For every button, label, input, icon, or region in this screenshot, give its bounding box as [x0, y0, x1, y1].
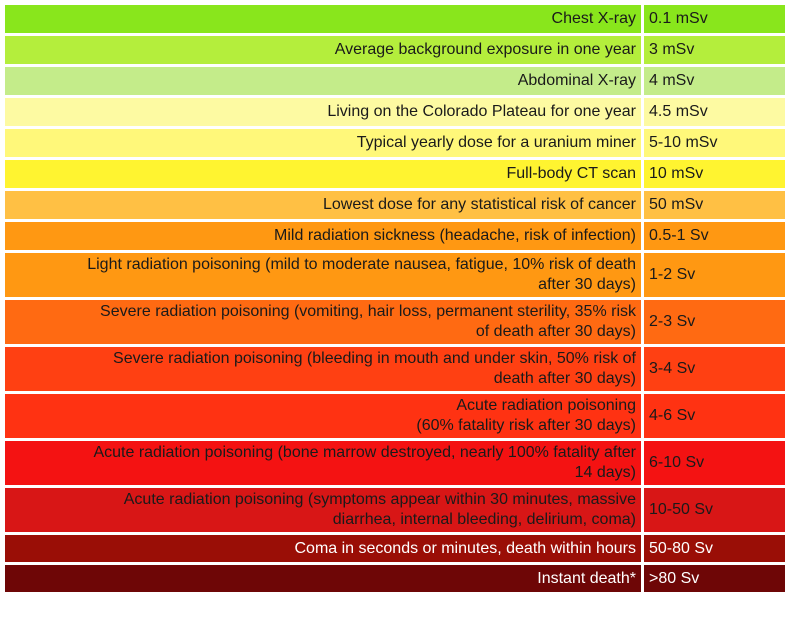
table-row: Living on the Colorado Plateau for one y… — [5, 98, 785, 126]
effect-cell: Lowest dose for any statistical risk of … — [5, 191, 641, 219]
table-row: Full-body CT scan 10 mSv — [5, 160, 785, 188]
table-row: Typical yearly dose for a uranium miner … — [5, 129, 785, 157]
dose-cell: 0.1 mSv — [644, 5, 785, 33]
effect-cell: Chest X-ray — [5, 5, 641, 33]
table-row: Acute radiation poisoning (bone marrow d… — [5, 441, 785, 485]
table-row: Light radiation poisoning (mild to moder… — [5, 253, 785, 297]
effect-text: Severe radiation poisoning (bleeding in … — [113, 350, 636, 387]
dose-text: 2-3 Sv — [649, 313, 696, 330]
dose-cell: 5-10 mSv — [644, 129, 785, 157]
table-row: Lowest dose for any statistical risk of … — [5, 191, 785, 219]
effect-cell: Typical yearly dose for a uranium miner — [5, 129, 641, 157]
dose-text: 0.5-1 Sv — [649, 227, 709, 244]
dose-cell: 2-3 Sv — [644, 300, 785, 344]
effect-text: Light radiation poisoning (mild to moder… — [87, 256, 636, 293]
table-row: Chest X-ray 0.1 mSv — [5, 5, 785, 33]
effect-cell: Mild radiation sickness (headache, risk … — [5, 222, 641, 250]
effect-cell: Full-body CT scan — [5, 160, 641, 188]
dose-text: 4 mSv — [649, 72, 695, 89]
dose-text: 6-10 Sv — [649, 454, 705, 471]
dose-cell: 0.5-1 Sv — [644, 222, 785, 250]
effect-text: Average background exposure in one year — [334, 41, 636, 58]
effect-text: Abdominal X-ray — [517, 72, 636, 89]
dose-cell: 50-80 Sv — [644, 535, 785, 562]
dose-cell: 6-10 Sv — [644, 441, 785, 485]
dose-text: 10-50 Sv — [649, 501, 714, 518]
effect-text: Acute radiation poisoning (bone marrow d… — [93, 444, 636, 481]
table-row: Instant death* >80 Sv — [5, 565, 785, 592]
effect-cell: Coma in seconds or minutes, death within… — [5, 535, 641, 562]
effect-cell: Abdominal X-ray — [5, 67, 641, 95]
dose-cell: 4.5 mSv — [644, 98, 785, 126]
dose-cell: 10-50 Sv — [644, 488, 785, 532]
dose-cell: 50 mSv — [644, 191, 785, 219]
table-row: Average background exposure in one year … — [5, 36, 785, 64]
effect-cell: Acute radiation poisoning (bone marrow d… — [5, 441, 641, 485]
dose-cell: >80 Sv — [644, 565, 785, 592]
effect-text: Instant death* — [537, 569, 636, 587]
effect-cell: Instant death* — [5, 565, 641, 592]
dose-text: 4-6 Sv — [649, 407, 696, 424]
dose-text: >80 Sv — [649, 569, 700, 587]
effect-cell: Severe radiation poisoning (bleeding in … — [5, 347, 641, 391]
effect-text: Living on the Colorado Plateau for one y… — [327, 103, 636, 120]
table-row: Abdominal X-ray 4 mSv — [5, 67, 785, 95]
effect-cell: Living on the Colorado Plateau for one y… — [5, 98, 641, 126]
radiation-dose-table: Chest X-ray 0.1 mSv Average background e… — [5, 5, 785, 635]
dose-text: 50-80 Sv — [649, 539, 714, 557]
dose-cell: 1-2 Sv — [644, 253, 785, 297]
table-row: Acute radiation poisoning (symptoms appe… — [5, 488, 785, 532]
effect-text: Severe radiation poisoning (vomiting, ha… — [100, 303, 636, 340]
effect-cell: Acute radiation poisoning (symptoms appe… — [5, 488, 641, 532]
effect-text: Lowest dose for any statistical risk of … — [322, 196, 636, 213]
table-row: Severe radiation poisoning (bleeding in … — [5, 347, 785, 391]
effect-text: Acute radiation poisoning (60% fatality … — [416, 397, 636, 434]
effect-text: Mild radiation sickness (headache, risk … — [274, 227, 636, 244]
dose-cell: 4 mSv — [644, 67, 785, 95]
table-row: Coma in seconds or minutes, death within… — [5, 535, 785, 562]
effect-text: Chest X-ray — [551, 10, 636, 27]
dose-text: 10 mSv — [649, 165, 704, 182]
effect-cell: Severe radiation poisoning (vomiting, ha… — [5, 300, 641, 344]
dose-text: 4.5 mSv — [649, 103, 708, 120]
dose-cell: 4-6 Sv — [644, 394, 785, 438]
effect-text: Coma in seconds or minutes, death within… — [294, 539, 636, 557]
table-row: Severe radiation poisoning (vomiting, ha… — [5, 300, 785, 344]
effect-text: Typical yearly dose for a uranium miner — [356, 134, 636, 151]
effect-cell: Acute radiation poisoning (60% fatality … — [5, 394, 641, 438]
effect-cell: Average background exposure in one year — [5, 36, 641, 64]
dose-text: 3-4 Sv — [649, 360, 696, 377]
table-row: Mild radiation sickness (headache, risk … — [5, 222, 785, 250]
table-row: Acute radiation poisoning (60% fatality … — [5, 394, 785, 438]
dose-text: 1-2 Sv — [649, 266, 696, 283]
dose-cell: 3 mSv — [644, 36, 785, 64]
effect-text: Acute radiation poisoning (symptoms appe… — [123, 491, 636, 528]
dose-cell: 10 mSv — [644, 160, 785, 188]
effect-cell: Light radiation poisoning (mild to moder… — [5, 253, 641, 297]
dose-text: 3 mSv — [649, 41, 695, 58]
effect-text: Full-body CT scan — [506, 165, 636, 182]
dose-text: 50 mSv — [649, 196, 704, 213]
dose-cell: 3-4 Sv — [644, 347, 785, 391]
dose-text: 0.1 mSv — [649, 10, 708, 27]
dose-text: 5-10 mSv — [649, 134, 718, 151]
